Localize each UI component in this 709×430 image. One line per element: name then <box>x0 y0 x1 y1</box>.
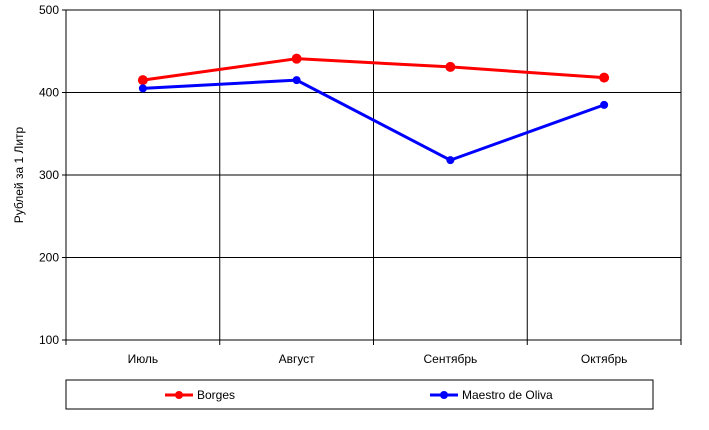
data-point <box>445 61 456 72</box>
data-point <box>600 100 609 109</box>
y-tick-label: 500 <box>39 3 59 17</box>
data-point <box>292 76 301 85</box>
data-point <box>446 156 455 165</box>
x-tick-label: Июль <box>128 352 159 366</box>
legend: Borges Maestro de Oliva <box>165 388 553 402</box>
x-tick-label: Сентябрь <box>423 352 477 366</box>
legend-marker <box>175 391 183 399</box>
series-group <box>137 53 610 165</box>
x-tick-label: Август <box>279 352 316 366</box>
x-tick-label: Октябрь <box>581 352 628 366</box>
y-tick-label: 100 <box>39 333 59 347</box>
legend-label: Borges <box>197 388 235 402</box>
legend-marker <box>440 391 448 399</box>
y-axis-label: Рублей за 1 Литр <box>12 126 26 223</box>
x-axis-ticks: Июль Август Сентябрь Октябрь <box>65 340 682 366</box>
data-point <box>291 53 302 64</box>
series-line-1 <box>142 57 605 82</box>
data-point <box>138 84 147 93</box>
y-axis-ticks: 100 200 300 400 500 <box>39 3 66 347</box>
y-tick-label: 400 <box>39 86 59 100</box>
data-point <box>137 75 148 86</box>
grid <box>66 10 681 340</box>
data-point <box>599 72 610 83</box>
legend-label: Maestro de Oliva <box>462 388 553 402</box>
y-tick-label: 200 <box>39 251 59 265</box>
series-line-2 <box>142 78 605 162</box>
legend-box <box>65 379 654 410</box>
y-tick-label: 300 <box>39 168 59 182</box>
